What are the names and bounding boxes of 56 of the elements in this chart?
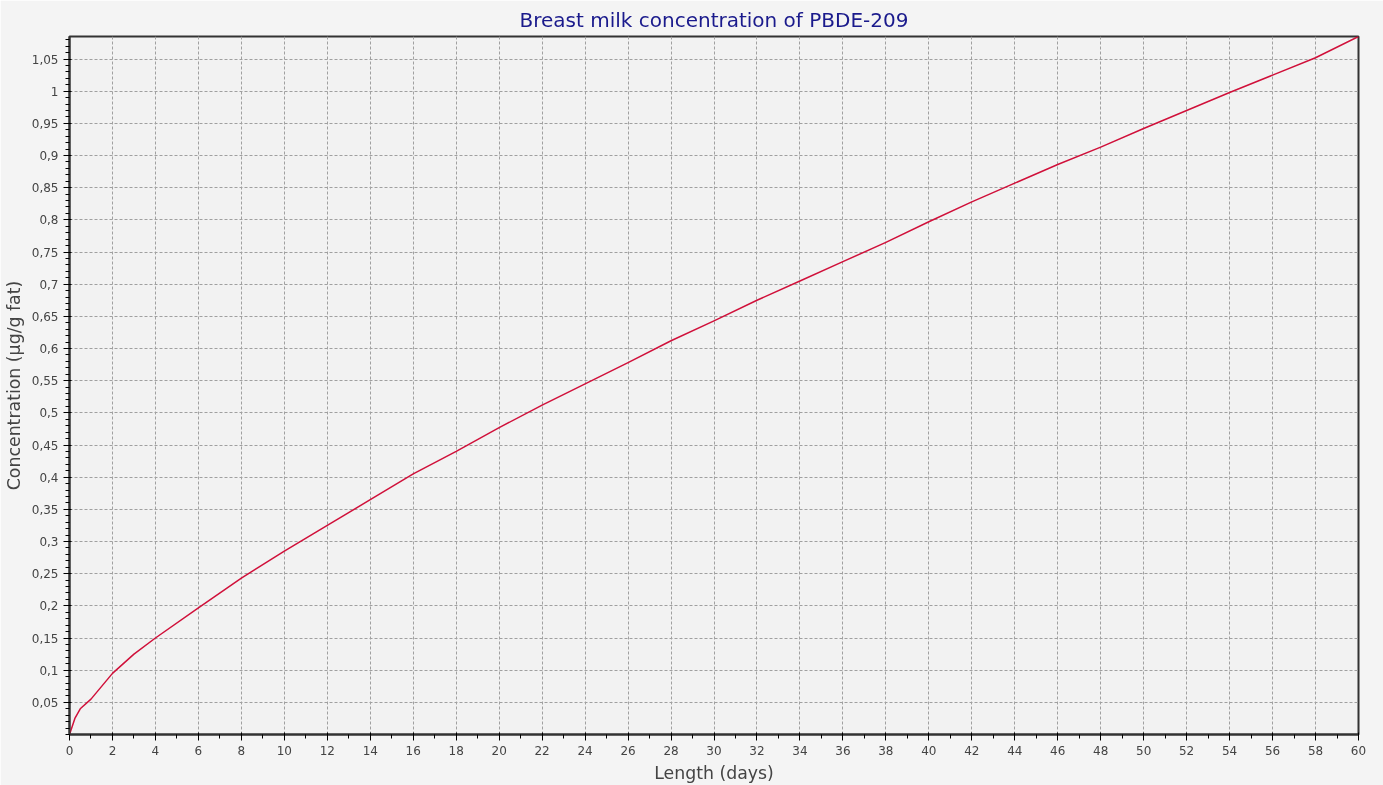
x-tick-label: 26 [620,743,636,758]
y-tick-label: 0,9 [39,149,59,164]
y-tick-label: 0,5 [39,406,59,421]
x-tick-label: 34 [792,743,808,758]
x-tick-label: 28 [663,743,679,758]
y-axis-title: Concentration (µg/g fat) [3,280,24,491]
y-tick-label: 0,45 [31,438,59,453]
x-tick-label: 30 [706,743,722,758]
x-tick-label: 44 [1007,743,1023,758]
line-series [69,36,1359,735]
x-tick-label: 4 [151,743,160,758]
y-tick-label: 0,15 [31,631,59,646]
y-tick-label: 0,8 [39,213,59,228]
x-tick-label: 50 [1136,743,1152,758]
x-tick-label: 2 [108,743,117,758]
y-tick-label: 0,25 [31,567,59,582]
y-tick-label: 0,55 [31,374,59,389]
x-tick-label: 6 [194,743,203,758]
x-tick-label: 40 [921,743,937,758]
x-tick-label: 22 [534,743,550,758]
x-tick-label: 56 [1264,743,1281,758]
x-tick-label: 52 [1179,743,1195,758]
y-tick-label: 0,35 [31,502,59,517]
y-tick-label: 1,05 [31,52,59,67]
x-tick-label: 58 [1307,743,1324,758]
y-tick-label: 0,65 [31,309,59,324]
x-tick-label: 10 [276,743,292,758]
y-tick-label: 0,95 [31,116,59,131]
x-tick-label: 20 [491,743,507,758]
x-tick-label: 38 [878,743,894,758]
x-tick-label: 48 [1093,743,1109,758]
x-tick-label: 14 [362,743,378,758]
y-tick-label: 0,85 [31,181,59,196]
x-tick-label: 42 [964,743,980,758]
x-tick-label: 60 [1350,743,1367,758]
y-tick-label: 0,4 [39,470,59,485]
y-tick-label: 0,2 [39,599,59,614]
x-tick-label: 18 [448,743,464,758]
x-tick-label: 16 [405,743,421,758]
y-tick-label: 0,05 [31,695,59,710]
y-tick-label: 0,75 [31,245,59,260]
x-tick-label: 0 [65,743,74,758]
x-tick-label: 24 [577,743,593,758]
chart-title: Breast milk concentration of PBDE-209 [519,7,909,32]
y-tick-label: 0,7 [39,277,59,292]
x-tick-label: 12 [319,743,335,758]
x-tick-label: 54 [1221,743,1238,758]
y-tick-label: 0,3 [39,535,59,549]
x-tick-label: 36 [835,743,851,758]
y-tick-label: 1 [50,84,59,99]
y-tick-label: 0,1 [39,663,59,678]
x-tick-label: 46 [1050,743,1066,758]
x-tick-label: 32 [749,743,765,758]
x-tick-label: 8 [237,743,246,758]
x-axis-title: Length (days) [654,762,774,783]
y-tick-label: 0,6 [39,342,59,357]
